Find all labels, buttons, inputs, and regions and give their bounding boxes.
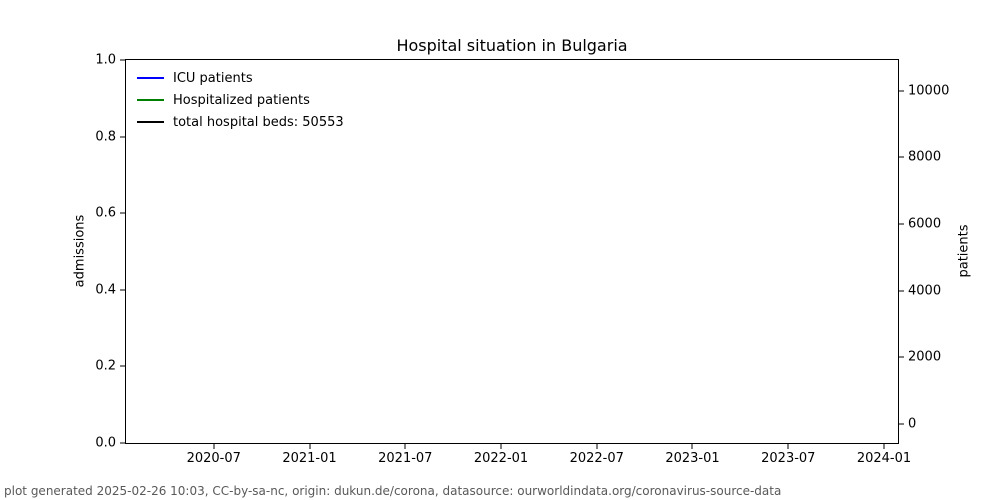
x-tick-label: 2022-07 [569,451,624,466]
legend: ICU patients Hospitalized patients total… [137,67,344,133]
x-tick-label: 2023-01 [665,451,720,466]
tick-mark [596,444,598,449]
tick-mark [120,59,125,61]
legend-line-sample-total-beds [137,121,164,123]
tick-mark [899,90,904,92]
x-tick-label: 2023-07 [761,451,816,466]
tick-mark [691,444,693,449]
y-tick-label-left: 0.2 [95,358,116,374]
tick-mark [883,444,885,449]
legend-line-sample-hospitalized [137,99,164,101]
y-tick-label-right: 0 [908,416,917,432]
y-tick-label-right: 2000 [908,349,942,365]
attribution-text: plot generated 2025-02-26 10:03, CC-by-s… [4,484,782,498]
tick-mark [120,442,125,444]
y-tick-label-right: 6000 [908,216,942,232]
x-tick-label: 2024-01 [856,451,912,466]
tick-mark [787,444,789,449]
legend-label: total hospital beds: 50553 [173,114,344,130]
y-tick-label-right: 10000 [908,83,950,99]
x-tick-label: 2021-01 [282,451,337,466]
legend-line-sample-icu [137,77,164,79]
y-tick-label-right: 8000 [908,149,942,165]
y-tick-label-left: 0.0 [95,435,116,451]
y-tick-label-left: 0.8 [95,129,116,145]
tick-mark [899,356,904,358]
tick-mark [309,444,310,449]
y-axis-label-left: admissions [72,214,88,288]
y-tick-label-right: 4000 [908,283,942,299]
tick-mark [120,289,125,291]
legend-item-icu: ICU patients [137,67,344,89]
tick-mark [899,156,904,158]
y-tick-label-left: 0.6 [95,205,116,221]
legend-label: Hospitalized patients [173,92,310,108]
tick-mark [500,444,502,449]
tick-mark [120,136,125,138]
chart-title: Hospital situation in Bulgaria [396,36,628,55]
y-tick-label-left: 1.0 [95,52,116,68]
legend-item-total-beds: total hospital beds: 50553 [137,111,344,133]
legend-label: ICU patients [173,70,253,86]
x-tick-label: 2020-07 [186,451,241,466]
tick-mark [899,223,904,225]
y-tick-label-left: 0.4 [95,282,116,298]
tick-mark [120,365,125,367]
tick-mark [899,423,904,425]
y-axis-label-right: patients [956,224,972,278]
tick-mark [899,290,904,292]
tick-mark [213,444,215,449]
x-tick-label: 2022-01 [473,451,529,466]
legend-item-hospitalized: Hospitalized patients [137,89,344,111]
tick-mark [120,212,125,214]
tick-mark [404,444,406,449]
x-tick-label: 2021-07 [378,451,433,466]
plot-area: ICU patients Hospitalized patients total… [95,54,949,466]
